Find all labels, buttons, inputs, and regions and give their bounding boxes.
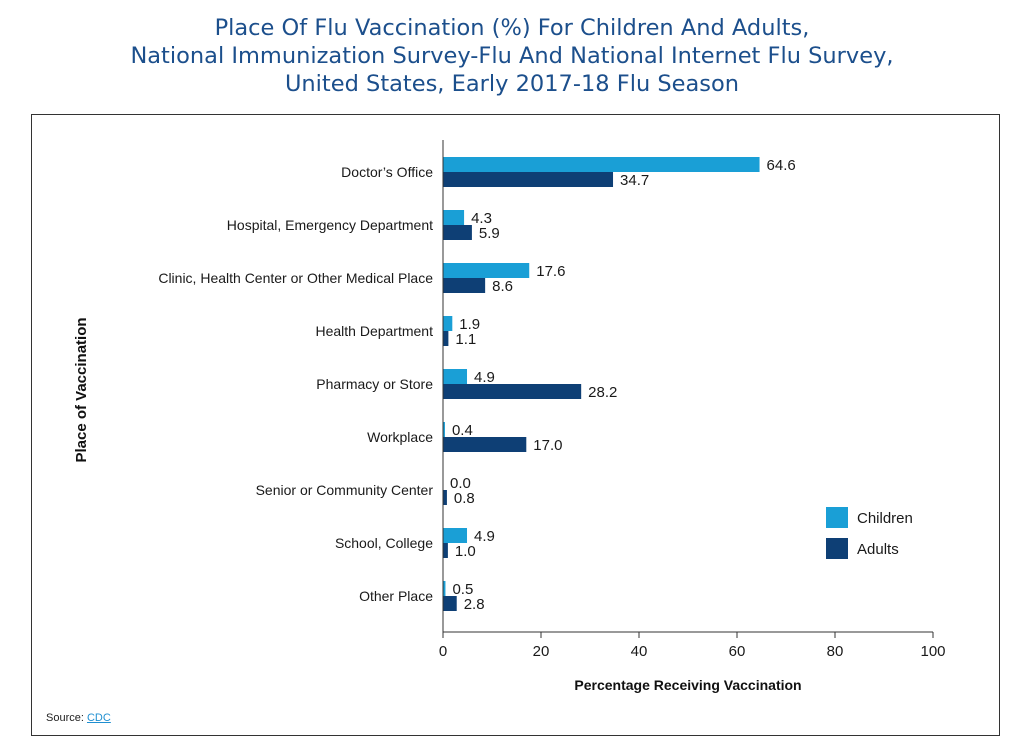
- bar-adults: [443, 331, 449, 346]
- legend-label-children: Children: [857, 510, 913, 527]
- category-label: Other Place: [359, 588, 433, 604]
- value-label-adults: 1.1: [455, 331, 476, 348]
- category-label: Doctor’s Office: [341, 164, 433, 180]
- value-label-adults: 0.8: [454, 490, 475, 507]
- bar-adults: [443, 596, 457, 611]
- value-label-children: 4.9: [474, 369, 495, 386]
- bar-children: [443, 528, 468, 543]
- value-label-children: 4.9: [474, 528, 495, 545]
- value-label-adults: 34.7: [620, 172, 649, 189]
- chart-title: Place Of Flu Vaccination (%) For Childre…: [0, 14, 1024, 98]
- x-tick-label: 0: [439, 643, 447, 660]
- category-label: Hospital, Emergency Department: [227, 217, 433, 233]
- legend-label-adults: Adults: [857, 541, 899, 558]
- value-label-adults: 1.0: [455, 543, 476, 560]
- y-axis-title: Place of Vaccination: [73, 317, 90, 462]
- x-axis-title: Percentage Receiving Vaccination: [574, 677, 801, 693]
- x-tick-label: 100: [920, 643, 945, 660]
- bar-adults: [443, 490, 447, 505]
- bar-children: [443, 263, 530, 278]
- legend-swatch-children: [826, 507, 848, 528]
- legend-swatch-adults: [826, 538, 848, 559]
- value-label-children: 0.5: [452, 581, 473, 598]
- x-tick-label: 20: [533, 643, 550, 660]
- bar-adults: [443, 278, 486, 293]
- category-label: School, College: [335, 535, 433, 551]
- bar-adults: [443, 437, 527, 452]
- category-label: Health Department: [315, 323, 433, 339]
- value-label-adults: 5.9: [479, 225, 500, 242]
- value-label-children: 4.3: [471, 210, 492, 227]
- value-label-adults: 17.0: [533, 437, 562, 454]
- value-label-children: 64.6: [767, 157, 796, 174]
- title-line-1: Place Of Flu Vaccination (%) For Childre…: [214, 15, 810, 41]
- x-tick-label: 60: [729, 643, 746, 660]
- source-note: Source: CDC: [46, 712, 111, 724]
- x-tick-label: 40: [631, 643, 648, 660]
- title-line-2: National Immunization Survey-Flu And Nat…: [130, 43, 894, 69]
- value-label-children: 1.9: [459, 316, 480, 333]
- bar-children: [443, 157, 760, 172]
- bar-children: [443, 581, 446, 596]
- value-label-children: 0.0: [450, 475, 471, 492]
- category-label: Workplace: [367, 429, 433, 445]
- bar-children: [443, 210, 465, 225]
- value-label-adults: 8.6: [492, 278, 513, 295]
- category-label: Senior or Community Center: [256, 482, 434, 498]
- source-label: Source:: [46, 712, 84, 724]
- x-tick-label: 80: [827, 643, 844, 660]
- bar-children: [443, 422, 445, 437]
- value-label-children: 17.6: [536, 263, 565, 280]
- bar-children: [443, 369, 468, 384]
- bar-children: [443, 316, 453, 331]
- bar-adults: [443, 543, 448, 558]
- bar-adults: [443, 172, 614, 187]
- title-line-3: United States, Early 2017-18 Flu Season: [284, 71, 740, 97]
- bar-adults: [443, 384, 582, 399]
- source-link[interactable]: CDC: [86, 712, 111, 724]
- value-label-children: 0.4: [452, 422, 473, 439]
- bar-adults: [443, 225, 472, 240]
- chart-frame: [31, 114, 1000, 736]
- value-label-adults: 2.8: [464, 596, 485, 613]
- value-label-adults: 28.2: [588, 384, 617, 401]
- category-label: Pharmacy or Store: [316, 376, 433, 392]
- category-label: Clinic, Health Center or Other Medical P…: [158, 270, 433, 286]
